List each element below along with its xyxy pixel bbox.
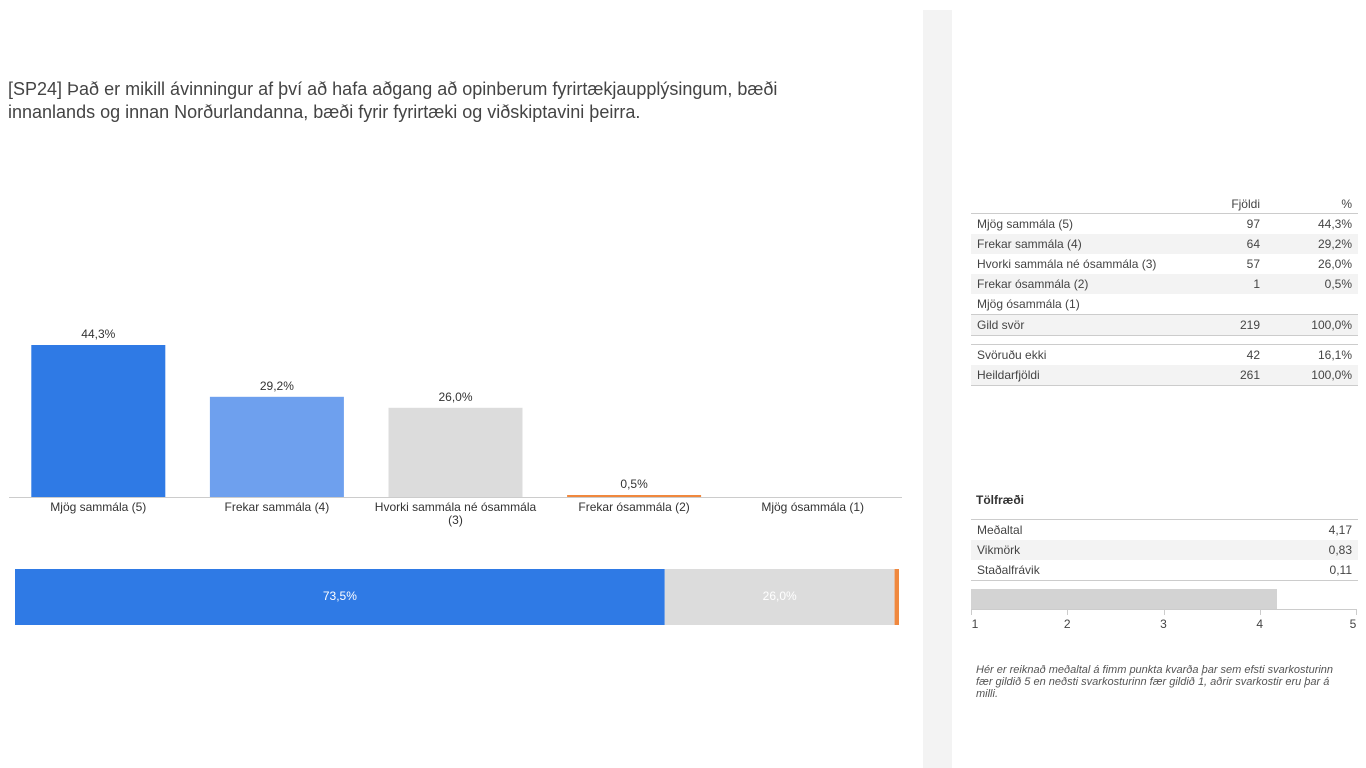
table-row: Frekar ósammála (2) 1 0,5% [971, 274, 1358, 294]
row-label: Frekar ósammála (2) [971, 274, 1194, 294]
bar [31, 345, 166, 497]
stats-row: Vikmörk 0,83 [971, 540, 1358, 560]
stacked-segment-label: 73,5% [323, 589, 357, 603]
category-label: Frekar ósammála (2) [578, 500, 689, 514]
stats-value: 0,11 [1329, 563, 1352, 577]
mean-bar [971, 589, 1357, 609]
stacked-segment [894, 569, 899, 625]
stats-value: 4,17 [1328, 523, 1352, 537]
row-percent: 16,1% [1317, 348, 1352, 362]
row-label: Hvorki sammála né ósammála (3) [977, 257, 1157, 271]
row-label: Svöruðu ekki [977, 348, 1047, 362]
row-count: 261 [1194, 365, 1266, 386]
row-count: 42 [1246, 348, 1260, 362]
stats-row: Staðalfrávik 0,11 [971, 560, 1358, 581]
stats-value: 0,83 [1233, 540, 1358, 560]
scale-tick [1067, 610, 1069, 615]
row-percent: 100,0% [1266, 365, 1358, 386]
header-count: Fjöldi [1194, 194, 1266, 214]
bar [567, 495, 702, 497]
row-count: 1 [1194, 274, 1266, 294]
mean-scale-axis: 1 2 3 4 5 [971, 609, 1357, 631]
stacked-segment [664, 569, 895, 625]
category-label: Hvorki sammála né ósammála [375, 500, 537, 514]
row-label: Heildarfjöldi [971, 365, 1194, 386]
row-label: Gild svör [971, 314, 1194, 336]
table-row: Hvorki sammála né ósammála (3) 57 26,0% [971, 254, 1358, 274]
row-percent: 100,0% [1266, 314, 1358, 336]
category-label: Mjög ósammála (1) [761, 500, 864, 514]
scale-tick [1259, 610, 1261, 615]
stats-label: Meðaltal [977, 523, 1023, 537]
row-count: 57 [1246, 257, 1260, 271]
table-row: Gild svör 219 100,0% [971, 314, 1358, 336]
header-percent: % [1266, 194, 1358, 214]
stats-title: Tölfræði [976, 493, 1024, 507]
stats-note: Hér er reiknað meðaltal á fimm punkta kv… [976, 664, 1334, 700]
row-label: Mjög sammála (5) [977, 217, 1074, 231]
bar-value-label: 26,0% [438, 390, 472, 404]
bar [388, 407, 523, 497]
mean-bar-fill [971, 589, 1277, 609]
bar [209, 396, 344, 497]
table-header: Fjöldi % [971, 194, 1358, 214]
row-count [1194, 294, 1266, 315]
scale-tick-label: 2 [1063, 617, 1071, 631]
scale-tick-label: 3 [1160, 617, 1167, 631]
row-label: Mjög ósammála (1) [977, 297, 1080, 311]
stats-label: Vikmörk [971, 540, 1234, 560]
scale-tick [971, 610, 972, 615]
scale-tick [1356, 610, 1357, 615]
bar-value-label: 29,2% [260, 379, 294, 393]
category-label: (3) [448, 513, 463, 527]
bar-value-label: 44,3% [81, 327, 115, 341]
scale-tick-label: 4 [1256, 617, 1264, 631]
table-row: Svöruðu ekki 42 16,1% [971, 345, 1358, 366]
row-percent: 44,3% [1317, 217, 1352, 231]
bar-value-label: 0,5% [620, 477, 648, 491]
table-row: Heildarfjöldi 261 100,0% [971, 365, 1358, 386]
scale-tick-label: 5 [1349, 617, 1357, 631]
scale-tick [1163, 610, 1165, 615]
row-percent: 26,0% [1317, 257, 1352, 271]
category-label: Frekar sammála (4) [225, 500, 330, 514]
table-row: Mjög ósammála (1) [971, 294, 1358, 315]
stacked-segment-label: 26,0% [763, 589, 797, 603]
table-row: Frekar sammála (4) 64 29,2% [971, 234, 1358, 254]
frequency-table: Fjöldi % Mjög sammála (5) 97 44,3% Frekar s… [971, 194, 1358, 386]
row-percent [1266, 294, 1358, 315]
response-chart: 44,3% Mjög sammála (5) 29,2% Frekar sammála… [9, 327, 902, 625]
stats-label: Staðalfrávik [977, 563, 1040, 577]
row-count: 64 [1194, 234, 1266, 254]
row-percent: 0,5% [1266, 274, 1358, 294]
table-row: Mjög sammála (5) 97 44,3% [971, 214, 1358, 235]
question-title: [SP24] Það er mikill ávinningur af því a… [8, 79, 778, 122]
category-label: Mjög sammála (5) [50, 500, 146, 514]
row-count: 219 [1194, 314, 1266, 336]
row-label: Frekar sammála (4) [971, 234, 1194, 254]
stats-row: Meðaltal 4,17 [971, 520, 1358, 541]
stacked-segment [15, 569, 665, 625]
divider-panel [923, 10, 952, 768]
row-percent: 29,2% [1266, 234, 1358, 254]
row-count: 97 [1246, 217, 1260, 231]
scale-tick-label: 1 [971, 617, 979, 631]
stats-table: Meðaltal 4,17 Vikmörk 0,83 Staðalfrávik 0,11 [971, 519, 1358, 581]
